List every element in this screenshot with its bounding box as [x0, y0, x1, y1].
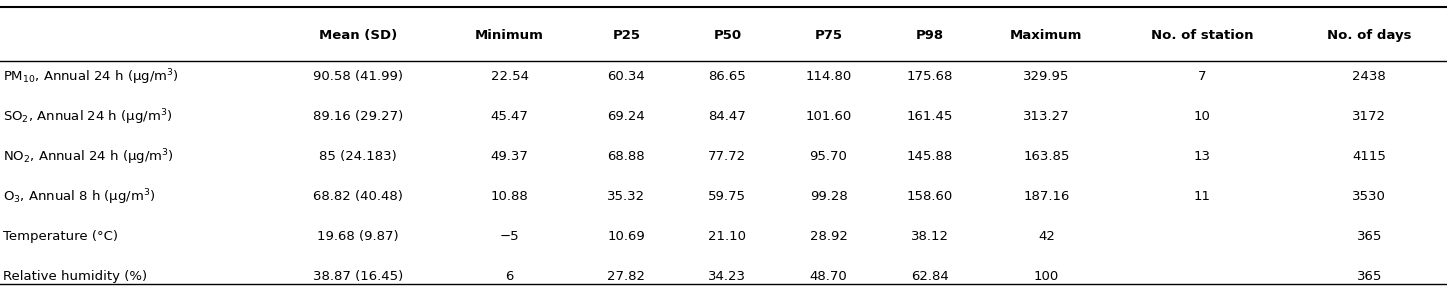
Text: 365: 365 [1356, 270, 1382, 283]
Text: 59.75: 59.75 [709, 190, 747, 203]
Text: Mean (SD): Mean (SD) [318, 29, 396, 42]
Text: 329.95: 329.95 [1023, 70, 1069, 83]
Text: 4115: 4115 [1353, 150, 1386, 163]
Text: 38.12: 38.12 [910, 230, 949, 243]
Text: P50: P50 [713, 29, 741, 42]
Text: 89.16 (29.27): 89.16 (29.27) [313, 110, 402, 123]
Text: P25: P25 [612, 29, 640, 42]
Text: P98: P98 [916, 29, 943, 42]
Text: 10: 10 [1194, 110, 1210, 123]
Text: 3530: 3530 [1353, 190, 1386, 203]
Text: 187.16: 187.16 [1023, 190, 1069, 203]
Text: 10.69: 10.69 [608, 230, 645, 243]
Text: 85 (24.183): 85 (24.183) [318, 150, 396, 163]
Text: 34.23: 34.23 [709, 270, 747, 283]
Text: 95.70: 95.70 [809, 150, 848, 163]
Text: 99.28: 99.28 [810, 190, 848, 203]
Text: 175.68: 175.68 [906, 70, 952, 83]
Text: SO$_2$, Annual 24 h (μg/m$^3$): SO$_2$, Annual 24 h (μg/m$^3$) [3, 107, 172, 127]
Text: PM$_{10}$, Annual 24 h (μg/m$^3$): PM$_{10}$, Annual 24 h (μg/m$^3$) [3, 67, 179, 87]
Text: Relative humidity (%): Relative humidity (%) [3, 270, 148, 283]
Text: 10.88: 10.88 [491, 190, 528, 203]
Text: 90.58 (41.99): 90.58 (41.99) [313, 70, 402, 83]
Text: 114.80: 114.80 [806, 70, 852, 83]
Text: Maximum: Maximum [1010, 29, 1082, 42]
Text: Minimum: Minimum [475, 29, 544, 42]
Text: 84.47: 84.47 [709, 110, 747, 123]
Text: 3172: 3172 [1351, 110, 1386, 123]
Text: NO$_2$, Annual 24 h (μg/m$^3$): NO$_2$, Annual 24 h (μg/m$^3$) [3, 147, 174, 167]
Text: 27.82: 27.82 [608, 270, 645, 283]
Text: 100: 100 [1033, 270, 1059, 283]
Text: −5: −5 [499, 230, 519, 243]
Text: 38.87 (16.45): 38.87 (16.45) [313, 270, 402, 283]
Text: 101.60: 101.60 [806, 110, 852, 123]
Text: 19.68 (9.87): 19.68 (9.87) [317, 230, 399, 243]
Text: 21.10: 21.10 [709, 230, 747, 243]
Text: Temperature (°C): Temperature (°C) [3, 230, 117, 243]
Text: 60.34: 60.34 [608, 70, 645, 83]
Text: 68.82 (40.48): 68.82 (40.48) [313, 190, 402, 203]
Text: 62.84: 62.84 [910, 270, 949, 283]
Text: 45.47: 45.47 [491, 110, 528, 123]
Text: No. of station: No. of station [1150, 29, 1253, 42]
Text: 49.37: 49.37 [491, 150, 528, 163]
Text: 42: 42 [1037, 230, 1055, 243]
Text: 48.70: 48.70 [810, 270, 848, 283]
Text: 365: 365 [1356, 230, 1382, 243]
Text: 69.24: 69.24 [608, 110, 645, 123]
Text: 163.85: 163.85 [1023, 150, 1069, 163]
Text: No. of days: No. of days [1327, 29, 1411, 42]
Text: 86.65: 86.65 [709, 70, 747, 83]
Text: P75: P75 [815, 29, 842, 42]
Text: 77.72: 77.72 [709, 150, 747, 163]
Text: 313.27: 313.27 [1023, 110, 1069, 123]
Text: 158.60: 158.60 [906, 190, 952, 203]
Text: 28.92: 28.92 [809, 230, 848, 243]
Text: O$_3$, Annual 8 h (μg/m$^3$): O$_3$, Annual 8 h (μg/m$^3$) [3, 187, 155, 207]
Text: 13: 13 [1194, 150, 1211, 163]
Text: 11: 11 [1194, 190, 1211, 203]
Text: 35.32: 35.32 [608, 190, 645, 203]
Text: 22.54: 22.54 [491, 70, 528, 83]
Text: 161.45: 161.45 [906, 110, 952, 123]
Text: 68.88: 68.88 [608, 150, 645, 163]
Text: 6: 6 [505, 270, 514, 283]
Text: 7: 7 [1198, 70, 1207, 83]
Text: 145.88: 145.88 [906, 150, 952, 163]
Text: 2438: 2438 [1353, 70, 1386, 83]
